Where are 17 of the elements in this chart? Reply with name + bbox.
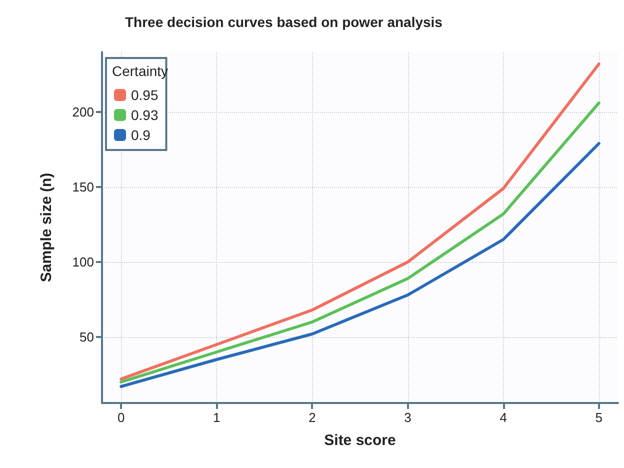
x-tick-label: 4 — [500, 410, 507, 425]
legend-label: 0.93 — [131, 107, 158, 123]
x-axis-title: Site score — [324, 432, 396, 449]
x-tick-label: 0 — [117, 410, 125, 425]
legend-label: 0.95 — [131, 87, 158, 103]
x-tick-label: 1 — [213, 410, 220, 425]
y-axis-title: Sample size (n) — [38, 172, 55, 282]
x-tick-label: 5 — [595, 410, 603, 425]
y-tick-label: 100 — [72, 254, 94, 270]
y-tick-label: 50 — [80, 330, 94, 344]
y-tick-label: 150 — [72, 180, 94, 194]
y-tick-label: 200 — [72, 104, 94, 120]
x-tick-label: 3 — [404, 410, 412, 425]
line-series — [120, 142, 600, 388]
x-tick-label: 2 — [308, 410, 316, 425]
chart-title: Three decision curves based on power analysis — [125, 14, 443, 30]
legend-label: 0.9 — [131, 127, 151, 143]
